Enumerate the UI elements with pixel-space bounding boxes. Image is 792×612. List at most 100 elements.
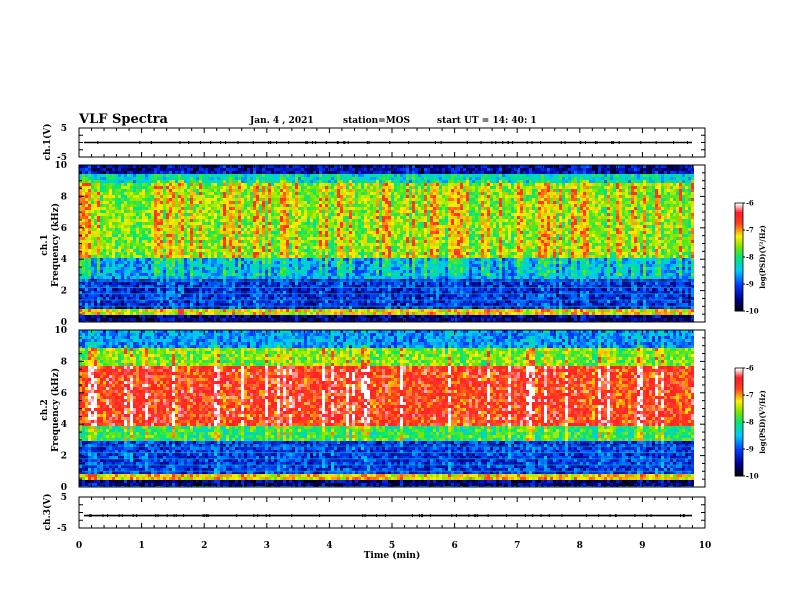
ch1-spectrogram-cell	[274, 195, 277, 198]
ch1-spectrogram-cell	[274, 306, 277, 309]
ch1-spectrogram-cell	[82, 174, 85, 177]
ch1-spectrogram-cell	[325, 285, 328, 288]
ch1-spectrogram-cell	[247, 297, 250, 300]
ch1-spectrogram-cell	[286, 237, 289, 240]
ch1-spectrogram-cell	[97, 255, 100, 258]
ch1-spectrogram-cell	[217, 306, 220, 309]
ch1-spectrogram-cell	[139, 213, 142, 216]
ch1-spectrogram-cell	[304, 177, 307, 180]
ch1-spectrogram-cell	[133, 198, 136, 201]
ch1-spectrogram-cell	[205, 213, 208, 216]
ch1-spectrogram-cell	[196, 225, 199, 228]
ch1-spectrogram-cell	[238, 279, 241, 282]
ch1-spectrogram-cell	[106, 291, 109, 294]
ch1-spectrogram-cell	[79, 174, 82, 177]
ch1-spectrogram-cell	[262, 297, 265, 300]
ch1-spectrogram-cell	[172, 222, 175, 225]
ch1-spectrogram-cell	[136, 276, 139, 279]
ch1-spectrogram-cell	[232, 198, 235, 201]
ch1-spectrogram-cell	[340, 168, 343, 171]
x-axis-label: Time (min)	[364, 550, 421, 561]
ch1-spectrogram-cell	[151, 231, 154, 234]
ch1-spectrogram-cell	[247, 303, 250, 306]
ch1-spectrogram-cell	[184, 276, 187, 279]
ch1-spectrogram-cell	[133, 294, 136, 297]
ch1-spectrogram-cell	[109, 306, 112, 309]
ch1-spectrogram-cell	[184, 270, 187, 273]
ch1-spectrogram-cell	[196, 210, 199, 213]
ch1-spectrogram-cell	[115, 180, 118, 183]
ch1-spectrogram-cell	[178, 300, 181, 303]
ch1-spectrogram-cell	[187, 240, 190, 243]
ch1-spectrogram-cell	[166, 207, 169, 210]
ch1-spectrogram-cell	[349, 165, 352, 168]
ch1-spectrogram-cell	[262, 312, 265, 315]
ch1-spectrogram-cell	[319, 216, 322, 219]
ch1-spectrogram-cell	[322, 231, 325, 234]
ch1-spectrogram-cell	[334, 186, 337, 189]
ch1-spectrogram-cell	[283, 213, 286, 216]
ch1-spectrogram-cell	[118, 282, 121, 285]
ch1-spectrogram-cell	[88, 204, 91, 207]
ch1-spectrogram-cell	[154, 240, 157, 243]
ch1-spectrogram-cell	[253, 282, 256, 285]
ch1-spectrogram-cell	[244, 276, 247, 279]
ch1-spectrogram-cell	[262, 237, 265, 240]
ch1-spectrogram-cell	[121, 219, 124, 222]
ch1-spectrogram-cell	[118, 234, 121, 237]
ch1-spectrogram-cell	[220, 210, 223, 213]
ch1-spectrogram-cell	[118, 285, 121, 288]
ch1-spectrogram-cell	[283, 270, 286, 273]
ch1-spectrogram-cell	[304, 219, 307, 222]
ch1-spectrogram-cell	[136, 213, 139, 216]
ch1-spectrogram-cell	[142, 195, 145, 198]
ch1-spectrogram-cell	[277, 255, 280, 258]
ch1-spectrogram-cell	[172, 279, 175, 282]
ch1-spectrogram-cell	[220, 198, 223, 201]
ch1-spectrogram-cell	[298, 276, 301, 279]
ch1-spectrogram-cell	[304, 207, 307, 210]
ch1-spectrogram-cell	[325, 288, 328, 291]
ch1-spectrogram-cell	[160, 213, 163, 216]
ch1-spectrogram-cell	[205, 258, 208, 261]
ch1-spectrogram-cell	[238, 255, 241, 258]
ch1-spectrogram-cell	[238, 270, 241, 273]
ch1-spectrogram-cell	[97, 189, 100, 192]
ch1-spectrogram-cell	[277, 243, 280, 246]
ch1-spectrogram-cell	[193, 228, 196, 231]
ch1-spectrogram-cell	[274, 198, 277, 201]
ch1-spectrogram-cell	[118, 177, 121, 180]
ch1-spectrogram-cell	[187, 282, 190, 285]
ch1-spectrogram-cell	[262, 231, 265, 234]
ch1-spectrogram-cell	[220, 270, 223, 273]
ch1-spectrogram-cell	[142, 294, 145, 297]
ch1-spectrogram-cell	[256, 270, 259, 273]
ch1-spectrogram-cell	[259, 246, 262, 249]
ch1-spectrogram-cell	[172, 183, 175, 186]
ch1-spectrogram-cell	[208, 204, 211, 207]
ch1-spectrogram-cell	[307, 309, 310, 312]
ch1-spectrogram-cell	[202, 189, 205, 192]
ch1-spectrogram-cell	[130, 168, 133, 171]
ch1-spectrogram-cell	[181, 312, 184, 315]
ch1-spectrogram-cell	[121, 249, 124, 252]
ch1-spectrogram-cell	[148, 192, 151, 195]
ch1-spectrogram-cell	[268, 177, 271, 180]
ch1-spectrogram-cell	[346, 297, 349, 300]
ch1-spectrogram-cell	[295, 189, 298, 192]
ch1-spectrogram-cell	[91, 264, 94, 267]
ch1-spectrogram-cell	[118, 231, 121, 234]
ch1-spectrogram-cell	[91, 195, 94, 198]
ch1-spectrogram-cell	[94, 255, 97, 258]
ch1-spectrogram-cell	[205, 318, 208, 321]
ch1-spectrogram-cell	[142, 228, 145, 231]
ch1-spectrogram-cell	[295, 225, 298, 228]
ch1-spectrogram-cell	[199, 312, 202, 315]
ch1-spectrogram-cell	[91, 306, 94, 309]
ch1-spectrogram-cell	[217, 285, 220, 288]
ch1-spectrogram-cell	[325, 225, 328, 228]
ch1-spectrogram-cell	[166, 210, 169, 213]
ch1-spectrogram-cell	[226, 312, 229, 315]
ch1-spectrogram-cell	[82, 198, 85, 201]
ch1-spectrogram-cell	[310, 285, 313, 288]
